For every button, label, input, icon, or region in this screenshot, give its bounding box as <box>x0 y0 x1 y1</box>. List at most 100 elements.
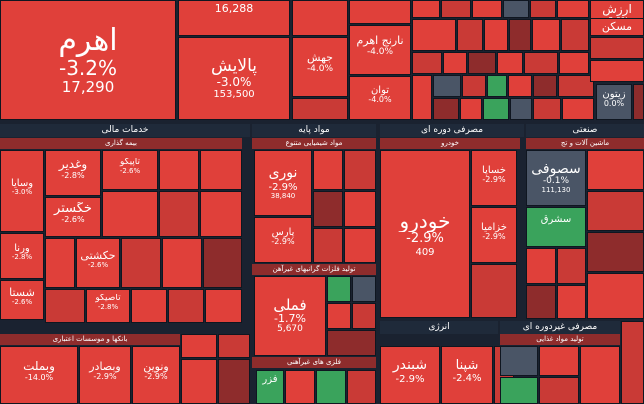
stock-tile[interactable]: فملی -1.7% 5,670 <box>254 276 326 356</box>
stock-tile[interactable]: شستا -2.6% <box>0 280 44 320</box>
stock-tile[interactable]: خزامیا -2.9% <box>471 207 517 263</box>
tile-symbol: وسایا <box>10 178 34 190</box>
filler-tile <box>557 248 586 284</box>
stock-tile[interactable]: مسکن <box>590 18 644 36</box>
stock-tile[interactable]: خودرو -2.9% 409 <box>380 150 470 318</box>
industry-subheader: بانکها و موسسات اعتباری <box>0 334 180 345</box>
tile-symbol: ونوین <box>143 361 169 374</box>
tile-change: -2.9% <box>395 373 425 385</box>
stock-tile[interactable]: سشرق <box>526 207 586 247</box>
filler-tile <box>327 330 376 356</box>
tile-symbol: فزر <box>262 374 278 386</box>
filler-tile <box>285 370 315 404</box>
stock-tile[interactable]: فزر <box>256 370 284 404</box>
industry-subheader: بیمه گذاری <box>0 138 242 149</box>
filler-tile <box>159 191 199 237</box>
stock-tile[interactable]: خگستر -2.6% <box>45 197 101 237</box>
filler-tile <box>587 150 644 190</box>
tile-change: -3.0% <box>11 188 33 197</box>
filler-tile <box>526 285 556 319</box>
stock-tile[interactable]: نوری -2.9% 38,840 <box>254 150 312 216</box>
stock-tile[interactable]: 16,288 <box>178 0 290 36</box>
filler-tile <box>218 359 250 404</box>
filler-tile <box>462 75 486 97</box>
filler-tile <box>45 238 75 288</box>
stock-tile[interactable]: وغدیر -2.8% <box>45 150 101 196</box>
tile-value: 153,500 <box>213 88 255 100</box>
stock-tile[interactable]: شپنا -2.4% <box>441 346 493 404</box>
filler-tile <box>205 289 242 323</box>
tile-symbol: تاصیکو <box>95 293 121 303</box>
tile-change: -2.9% <box>482 231 506 241</box>
filler-tile <box>524 52 558 74</box>
filler-tile <box>203 238 242 288</box>
sector-header: مصرفی دوره ای <box>380 124 524 137</box>
stock-tile[interactable]: زیتون 0.0% <box>596 84 632 120</box>
filler-tile <box>590 37 644 59</box>
tile-symbol: وبصادر <box>89 361 121 374</box>
filler-tile <box>508 75 532 97</box>
sector-header: مصرفی غیردوره ای <box>500 321 620 334</box>
stock-tile[interactable]: تاصیکو -2.8% <box>86 289 130 323</box>
filler-tile <box>500 346 538 376</box>
stock-tile[interactable]: وبصادر -2.9% <box>79 346 131 404</box>
tile-value: 17,290 <box>61 77 115 96</box>
filler-tile <box>471 264 517 318</box>
tile-symbol: خساپا <box>482 164 506 176</box>
filler-tile <box>539 346 579 376</box>
tile-symbol: توان <box>370 84 390 96</box>
filler-tile <box>412 52 442 74</box>
filler-tile <box>344 191 376 227</box>
stock-tile[interactable]: نارنج اهرم -4.0% <box>349 25 411 75</box>
filler-tile <box>131 289 167 323</box>
stock-tile[interactable]: توان -4.0% <box>349 76 411 120</box>
tile-symbol: حکشتی <box>80 249 116 262</box>
filler-tile <box>500 377 538 404</box>
tile-symbol: پارس <box>271 226 295 238</box>
filler-tile <box>292 0 348 36</box>
industry-subheader: تولید فلزات گرانبهای غیرآهن <box>252 264 376 275</box>
filler-tile <box>497 52 523 74</box>
filler-tile <box>313 228 343 263</box>
filler-tile <box>181 334 217 358</box>
tile-symbol: وبملت <box>23 360 55 374</box>
sector-header: مواد پایه <box>252 124 376 137</box>
filler-tile <box>443 52 467 74</box>
filler-tile <box>533 75 557 97</box>
filler-tile <box>162 238 202 288</box>
stock-tile[interactable]: وبملت -14.0% <box>0 346 78 404</box>
stock-tile[interactable]: وسایا -3.0% <box>0 150 44 232</box>
stock-tile[interactable]: جهش -4.0% <box>292 37 348 97</box>
tile-change: -0.1% <box>542 176 570 187</box>
filler-tile <box>159 150 199 190</box>
tile-change: -2.9% <box>271 236 295 246</box>
stock-tile[interactable]: خساپا -2.9% <box>471 150 517 206</box>
filler-tile <box>352 303 376 329</box>
stock-tile[interactable]: سصوفی -0.1% 111,130 <box>526 150 586 206</box>
filler-tile <box>587 191 644 231</box>
filler-tile <box>200 150 242 190</box>
stock-tile[interactable]: تاپیکو -2.6% <box>102 150 158 190</box>
tile-change: -14.0% <box>24 372 54 382</box>
stock-tile[interactable]: پارس -2.9% <box>254 217 312 263</box>
tile-symbol: سصوفی <box>531 161 581 177</box>
tile-change: -2.4% <box>452 373 482 385</box>
tile-symbol: خزامیا <box>481 221 507 233</box>
stock-tile[interactable]: شبندر -2.9% <box>380 346 440 404</box>
filler-tile <box>621 321 644 404</box>
filler-tile <box>292 98 348 120</box>
stock-tile[interactable]: اهرم -3.2% 17,290 <box>0 0 176 120</box>
filler-tile <box>344 150 376 190</box>
filler-tile <box>562 98 594 120</box>
filler-tile <box>121 238 161 288</box>
stock-tile[interactable]: ونوین -2.9% <box>132 346 180 404</box>
stock-tile[interactable]: حکشتی -2.6% <box>76 238 120 288</box>
tile-change: -1.7% <box>274 312 306 326</box>
stock-tile[interactable]: پالایش -3.0% 153,500 <box>178 37 290 120</box>
tile-symbol: شبندر <box>392 358 428 374</box>
tile-symbol: نوری <box>268 166 298 182</box>
tile-symbol: مسکن <box>601 21 633 33</box>
stock-tile[interactable]: ورنا -2.8% <box>0 233 44 279</box>
filler-tile <box>460 98 482 120</box>
